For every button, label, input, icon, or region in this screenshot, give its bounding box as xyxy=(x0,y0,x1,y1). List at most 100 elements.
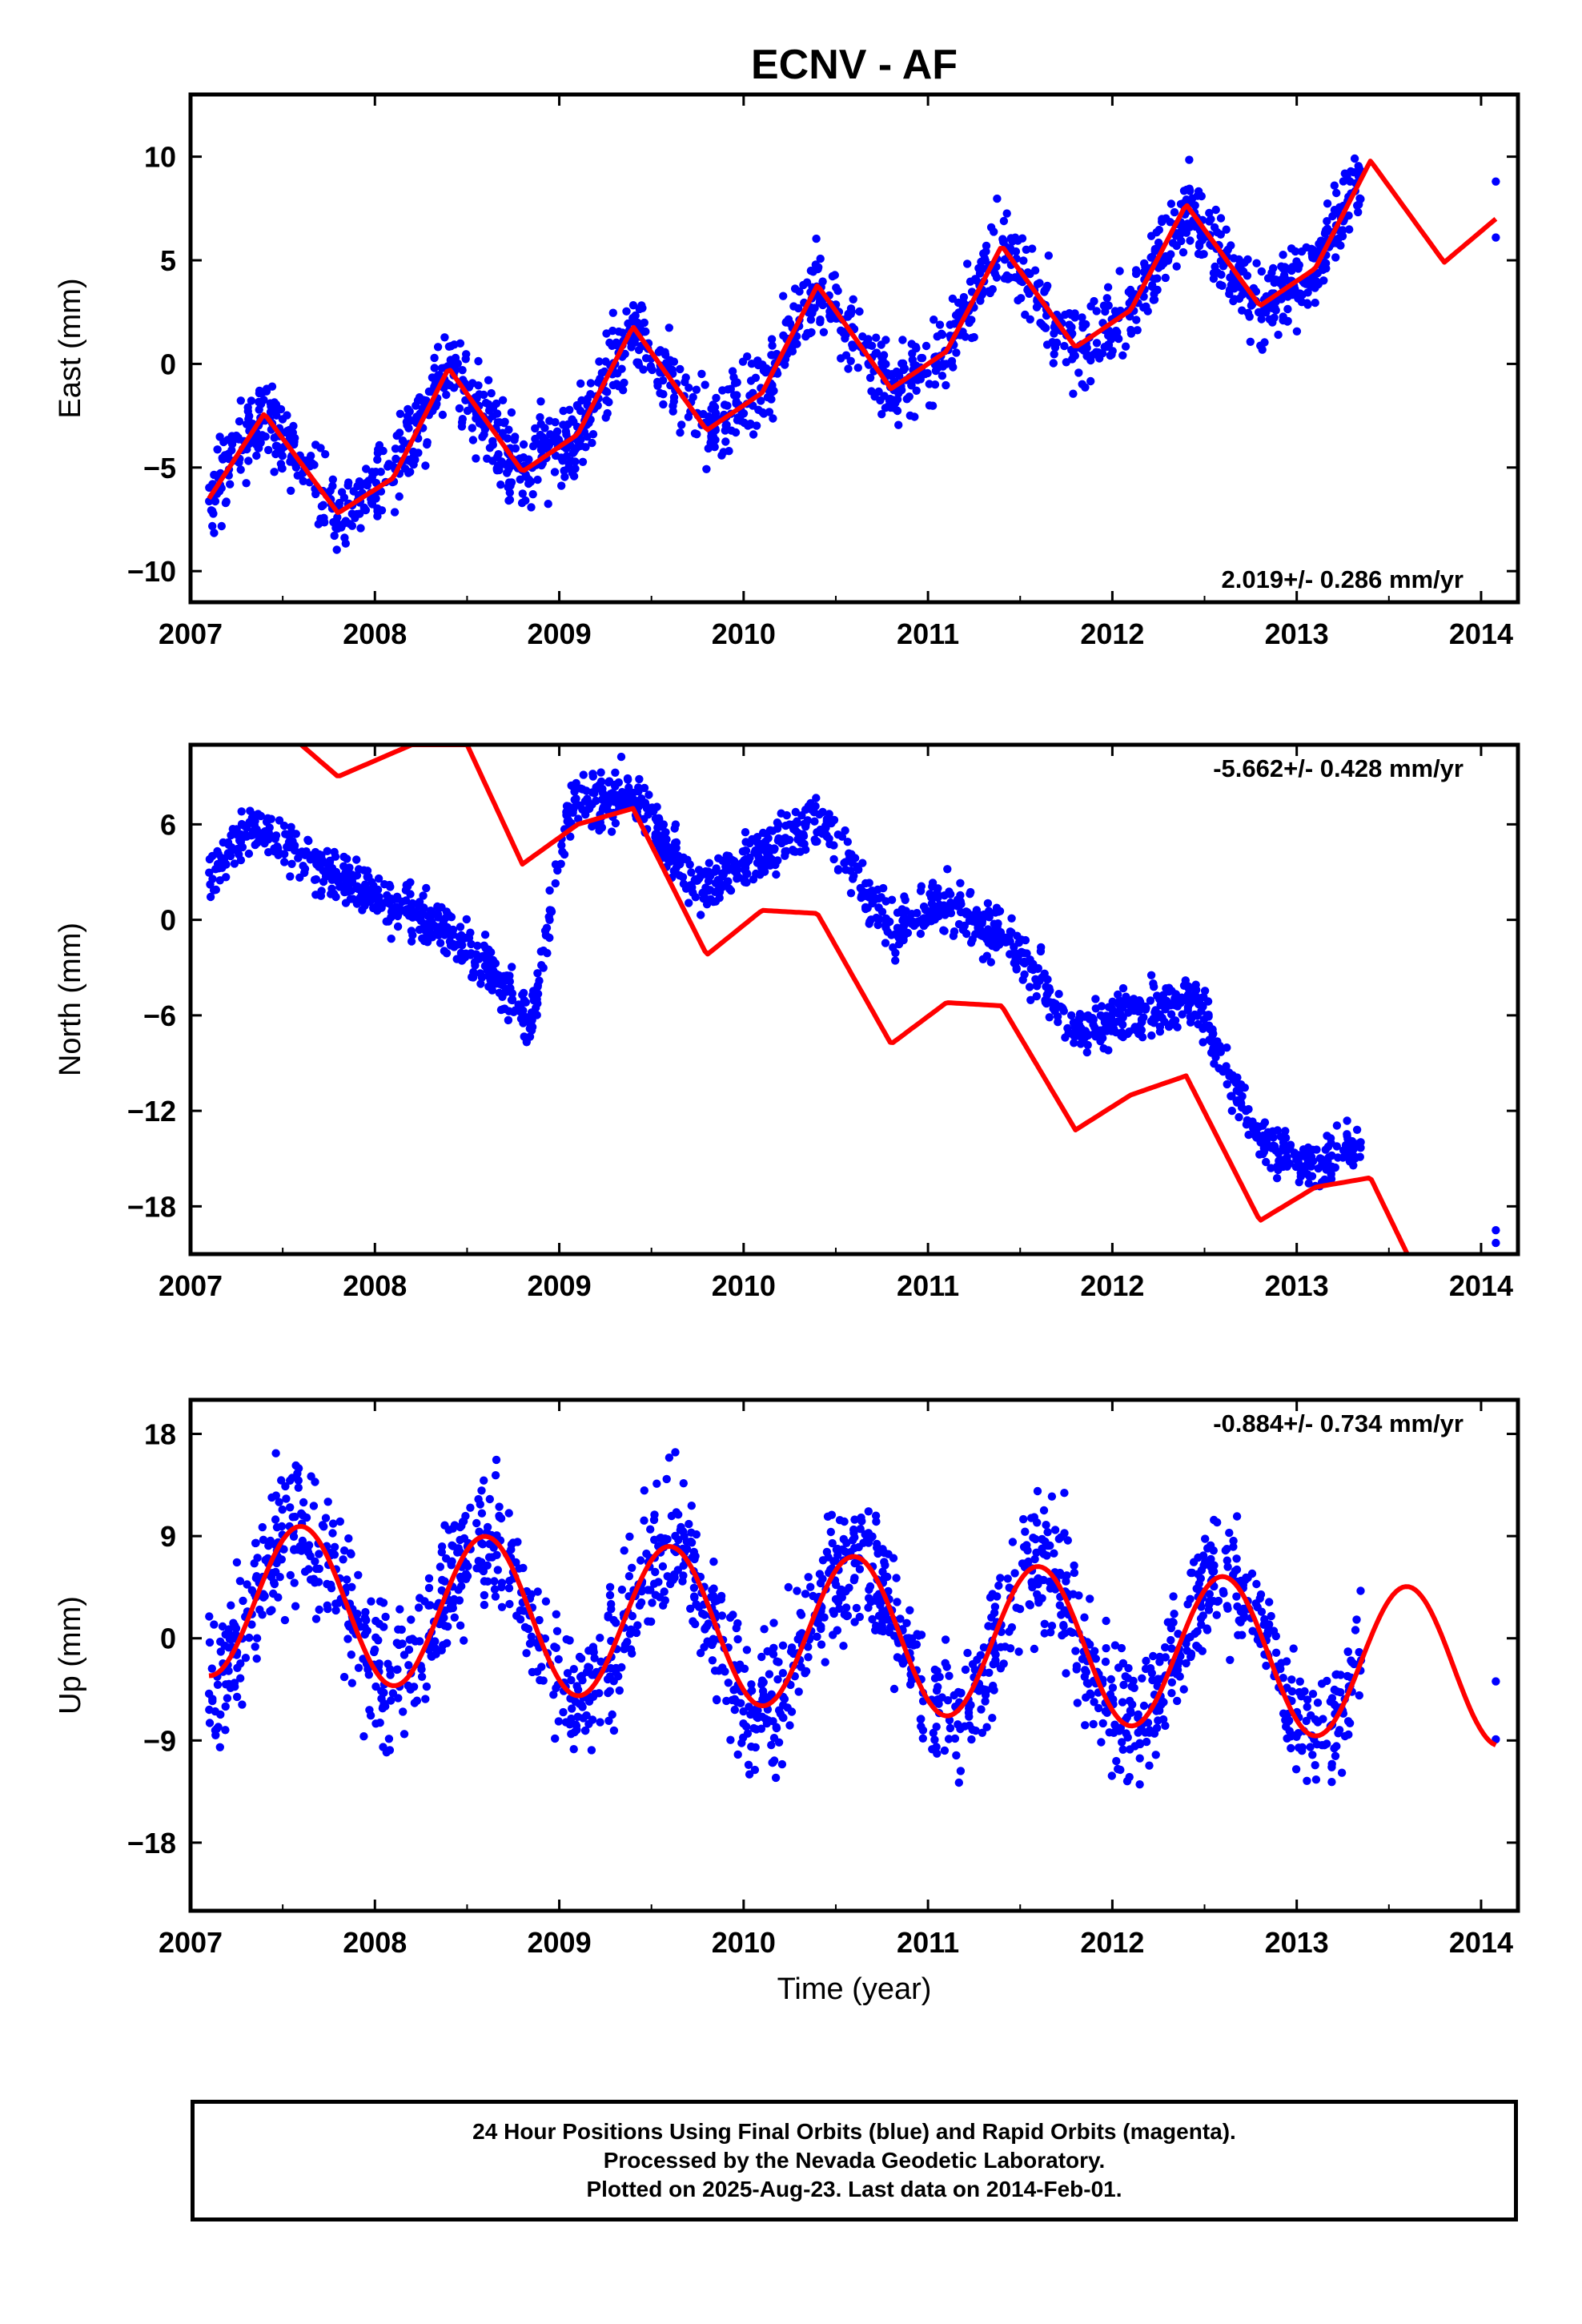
up-point xyxy=(1343,1717,1353,1726)
east-point xyxy=(966,277,975,286)
up-point xyxy=(717,1611,727,1620)
east-point xyxy=(468,424,476,432)
east-point xyxy=(423,438,432,447)
up-point xyxy=(1119,1680,1128,1690)
north-point xyxy=(1063,1023,1072,1033)
up-point xyxy=(291,1461,300,1470)
up-point xyxy=(898,1659,908,1668)
up-point xyxy=(628,1611,637,1621)
up-point xyxy=(497,1602,507,1612)
north-point xyxy=(849,871,858,880)
north-point xyxy=(714,876,724,885)
east-point xyxy=(550,468,560,476)
up-point xyxy=(689,1583,699,1593)
east-point xyxy=(872,333,881,342)
north-point xyxy=(408,899,417,908)
north-fit-line xyxy=(299,745,1410,1254)
north-point xyxy=(574,814,583,823)
north-point xyxy=(644,790,653,799)
up-point xyxy=(709,1557,718,1566)
east-point xyxy=(1006,243,1015,253)
east-point xyxy=(232,431,241,440)
north-point xyxy=(811,802,820,810)
up-point xyxy=(275,1498,283,1506)
up-point xyxy=(644,1586,652,1594)
north-point xyxy=(895,926,904,935)
y-tick-label: 0 xyxy=(160,904,176,937)
east-point xyxy=(1303,300,1312,309)
east-point xyxy=(608,308,617,317)
east-point xyxy=(273,405,282,414)
east-point xyxy=(329,517,338,527)
up-point xyxy=(785,1721,794,1730)
up-point xyxy=(406,1685,415,1694)
up-point xyxy=(1267,1611,1275,1621)
east-point xyxy=(612,380,621,388)
east-point xyxy=(959,299,969,308)
east-point xyxy=(844,309,853,319)
north-point xyxy=(803,816,812,825)
north-point xyxy=(789,846,798,856)
north-point xyxy=(883,917,893,927)
x-tick-label: 2012 xyxy=(1080,1269,1144,1302)
north-point xyxy=(519,1019,528,1027)
up-point xyxy=(729,1610,737,1619)
up-point xyxy=(404,1661,413,1670)
north-point xyxy=(611,818,620,828)
up-point xyxy=(450,1521,460,1530)
north-point xyxy=(1138,1004,1147,1013)
east-point xyxy=(877,340,885,349)
north-point xyxy=(1125,1027,1134,1036)
east-point xyxy=(507,408,516,417)
up-point xyxy=(1108,1683,1118,1692)
east-point xyxy=(1133,326,1142,335)
up-point xyxy=(213,1680,223,1689)
north-point xyxy=(1274,1149,1283,1158)
north-point xyxy=(358,906,367,915)
up-point xyxy=(490,1577,499,1586)
north-point xyxy=(271,831,281,840)
north-point xyxy=(1199,992,1208,1002)
east-point xyxy=(808,308,817,318)
up-point xyxy=(461,1570,471,1578)
up-point xyxy=(893,1598,901,1606)
east-point xyxy=(1067,323,1076,332)
up-point xyxy=(733,1634,742,1644)
north-point xyxy=(1011,959,1021,967)
north-point xyxy=(476,979,485,988)
east-point xyxy=(723,401,732,410)
up-point xyxy=(252,1634,262,1642)
east-point xyxy=(1215,280,1225,289)
north-point xyxy=(1314,1164,1323,1173)
up-point xyxy=(1247,1569,1257,1578)
east-point xyxy=(921,341,931,351)
north-point xyxy=(244,849,254,858)
east-point xyxy=(662,359,671,368)
north-point xyxy=(907,910,917,919)
up-point xyxy=(1090,1647,1099,1655)
north-point xyxy=(1118,983,1128,993)
north-point xyxy=(1113,1008,1122,1018)
up-point xyxy=(950,1691,958,1700)
east-point xyxy=(799,280,808,290)
east-point xyxy=(337,488,347,497)
east-point xyxy=(586,379,596,388)
north-point xyxy=(1300,1162,1309,1172)
north-point xyxy=(579,770,588,779)
up-point xyxy=(1154,1675,1163,1684)
up-point xyxy=(371,1633,380,1642)
east-point xyxy=(347,521,357,530)
east-point xyxy=(1078,324,1087,332)
east-point xyxy=(341,539,350,548)
east-point xyxy=(403,412,412,421)
north-point xyxy=(1114,998,1123,1007)
east-point xyxy=(481,398,491,408)
east-point xyxy=(210,529,219,537)
up-point xyxy=(1123,1674,1133,1683)
east-point xyxy=(226,480,235,489)
north-point xyxy=(1085,1015,1094,1023)
up-point xyxy=(1089,1719,1098,1729)
up-point xyxy=(935,1672,944,1682)
east-point xyxy=(1219,262,1228,271)
north-point xyxy=(1213,1037,1222,1046)
